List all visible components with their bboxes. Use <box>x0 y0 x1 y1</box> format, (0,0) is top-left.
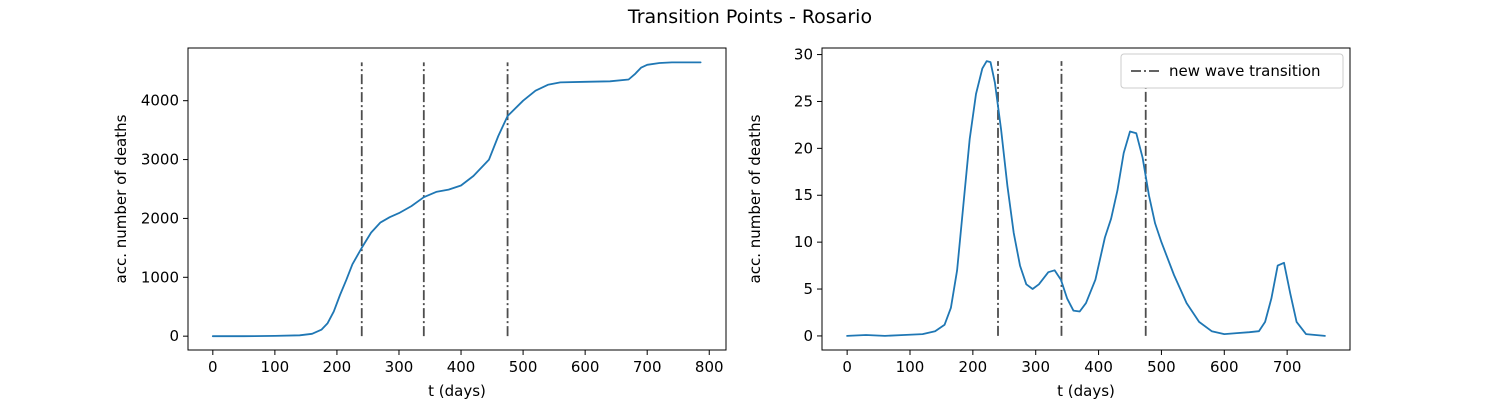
y-tick-label: 5 <box>803 280 813 298</box>
y-tick-label: 1000 <box>141 268 179 286</box>
chart-left: 0 100 200 300 400 500 600 700 800 0 1000 2000 3000 40… <box>112 47 727 400</box>
y-tick-label: 2000 <box>141 209 179 227</box>
x-tick-label: 400 <box>1084 358 1113 376</box>
x-tick-label: 600 <box>1210 358 1239 376</box>
x-tick-label: 200 <box>323 358 352 376</box>
series-line <box>211 61 702 338</box>
y-tick-label: 15 <box>794 186 813 204</box>
legend-label: new wave transition <box>1169 62 1321 80</box>
x-axis-label: t (days) <box>428 382 486 400</box>
x-tick-label: 100 <box>896 358 925 376</box>
y-tick-label: 25 <box>794 92 813 110</box>
x-tick-label: 300 <box>1021 358 1050 376</box>
y-tick-label: 4000 <box>141 92 179 110</box>
x-tick-label: 0 <box>208 358 218 376</box>
series-line <box>846 60 1326 337</box>
x-tick-label: 600 <box>571 358 600 376</box>
x-tick-label: 700 <box>633 358 662 376</box>
y-axis-label: acc. number of deaths <box>112 114 130 283</box>
x-tick-label: 800 <box>695 358 724 376</box>
y-tick-label: 0 <box>803 327 813 345</box>
x-tick-label: 500 <box>1147 358 1176 376</box>
figure-title: Transition Points - Rosario <box>627 6 872 28</box>
y-tick-label: 0 <box>169 327 179 345</box>
x-tick-label: 500 <box>509 358 538 376</box>
x-axis-label: t (days) <box>1057 382 1115 400</box>
x-tick-label: 0 <box>842 358 852 376</box>
chart-right: 0 100 200 300 400 500 600 700 0 5 10 15 20 25 30 t (day… <box>746 46 1351 400</box>
x-tick-label: 200 <box>959 358 988 376</box>
x-tick-label: 300 <box>385 358 414 376</box>
x-tick-label: 100 <box>261 358 290 376</box>
y-tick-label: 30 <box>794 46 813 64</box>
x-tick-label: 400 <box>447 358 476 376</box>
legend-box <box>1120 53 1344 89</box>
y-axis-label: acc. number of deaths <box>746 114 764 283</box>
legend: new wave transition <box>1120 53 1344 89</box>
y-tick-label: 10 <box>794 233 813 251</box>
y-tick-label: 20 <box>794 139 813 157</box>
plot-frame <box>187 47 727 351</box>
x-tick-label: 700 <box>1273 358 1302 376</box>
plot-frame <box>821 47 1351 351</box>
y-tick-label: 3000 <box>141 151 179 169</box>
